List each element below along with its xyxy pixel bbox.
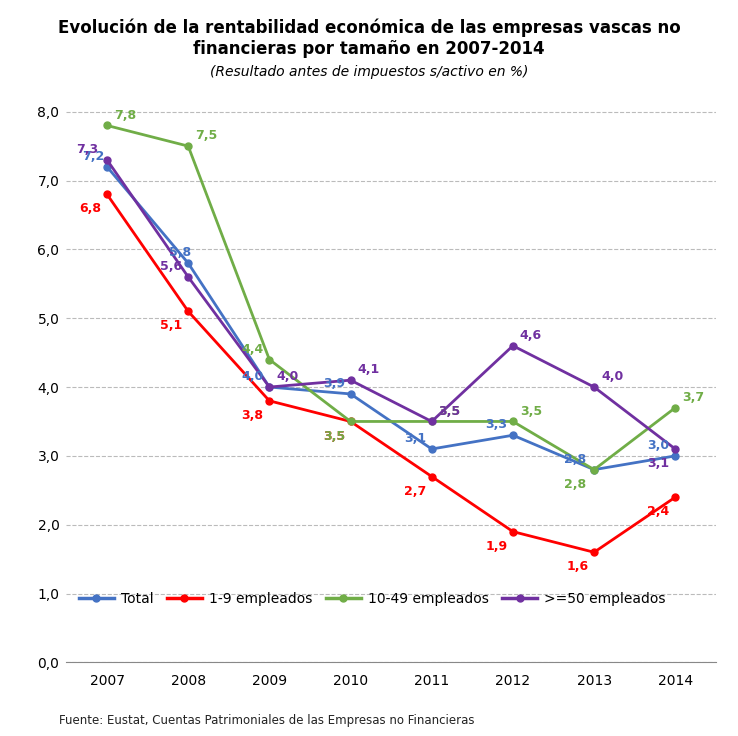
Legend: Total, 1-9 empleados, 10-49 empleados, >=50 empleados: Total, 1-9 empleados, 10-49 empleados, >… [73,587,671,612]
Text: 3,5: 3,5 [323,430,345,442]
Text: 1,9: 1,9 [485,539,507,553]
Text: 1,6: 1,6 [566,560,588,573]
Text: 3,7: 3,7 [682,391,704,404]
Text: Fuente: Eustat, Cuentas Patrimoniales de las Empresas no Financieras: Fuente: Eustat, Cuentas Patrimoniales de… [59,714,475,727]
Text: 4,0: 4,0 [241,370,264,383]
Text: 3,3: 3,3 [485,418,507,431]
Text: 2,7: 2,7 [404,484,427,498]
Text: 4,0: 4,0 [601,370,624,383]
Text: 7,8: 7,8 [114,108,136,121]
Text: 5,1: 5,1 [160,319,183,333]
Text: 3,0: 3,0 [647,439,669,452]
Text: financieras por tamaño en 2007-2014: financieras por tamaño en 2007-2014 [193,40,545,58]
Text: 3,1: 3,1 [647,457,669,470]
Text: 2,8: 2,8 [564,478,586,491]
Text: 5,8: 5,8 [169,247,191,259]
Text: 7,3: 7,3 [77,143,99,156]
Text: 4,6: 4,6 [520,329,542,342]
Text: 3,5: 3,5 [520,405,542,417]
Text: 5,6: 5,6 [160,260,182,273]
Text: 3,8: 3,8 [241,409,263,422]
Text: 7,5: 7,5 [195,130,218,142]
Text: Evolución de la rentabilidad económica de las empresas vascas no: Evolución de la rentabilidad económica d… [58,18,680,37]
Text: 6,8: 6,8 [79,202,101,216]
Text: 2,8: 2,8 [564,453,586,466]
Text: 3,5: 3,5 [323,430,345,442]
Text: 3,9: 3,9 [323,377,345,390]
Text: 4,0: 4,0 [276,370,299,383]
Text: 3,5: 3,5 [438,405,461,417]
Text: 3,5: 3,5 [438,405,461,417]
Text: 7,2: 7,2 [82,150,104,163]
Text: 4,1: 4,1 [357,364,380,376]
Text: 2,4: 2,4 [647,505,670,518]
Text: 4,4: 4,4 [241,342,264,355]
Text: (Resultado antes de impuestos s/activo en %): (Resultado antes de impuestos s/activo e… [210,65,528,79]
Text: 3,1: 3,1 [404,432,426,445]
